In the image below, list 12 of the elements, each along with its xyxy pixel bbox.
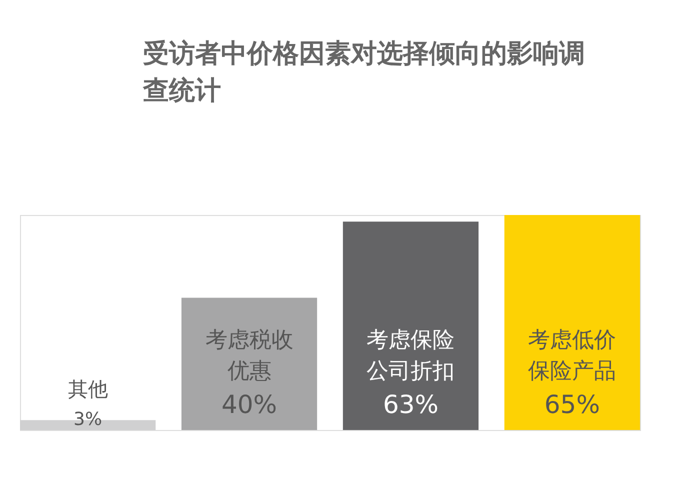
x-tick-label: 其他 bbox=[68, 377, 108, 401]
x-tick-label: 考虑低价保险产品 bbox=[528, 328, 616, 384]
x-tick-label: 考虑保险公司折扣 bbox=[366, 328, 455, 384]
bar bbox=[181, 298, 318, 430]
data-label: 40% bbox=[221, 390, 278, 419]
bar bbox=[342, 222, 479, 430]
bar bbox=[504, 215, 640, 430]
data-label: 65% bbox=[544, 390, 600, 419]
data-label: 3% bbox=[74, 409, 102, 430]
x-tick-label: 考虑税收优惠 bbox=[205, 328, 294, 384]
chart-title: 受访者中价格因素对选择倾向的影响调查统计 bbox=[142, 39, 585, 106]
data-label: 63% bbox=[382, 390, 439, 419]
